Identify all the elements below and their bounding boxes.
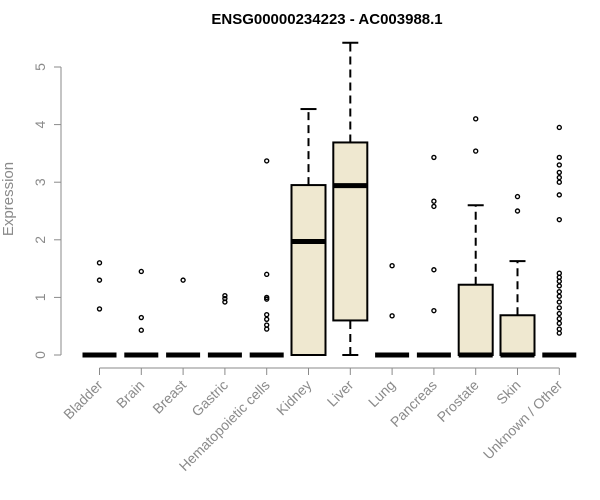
outlier-point <box>556 124 562 131</box>
outlier-point <box>514 208 521 214</box>
box-pancreas <box>416 154 451 358</box>
outlier-point <box>264 311 270 318</box>
box-prostate <box>457 116 494 358</box>
outlier-point <box>556 326 562 332</box>
outlier-point <box>264 294 270 301</box>
x-tick-label: Breast <box>149 377 189 417</box>
outlier-point <box>180 277 186 283</box>
box-breast <box>166 277 201 358</box>
y-tick-label: 4 <box>32 120 48 128</box>
box-skin <box>499 193 536 358</box>
outlier-point <box>556 154 562 161</box>
outlier-point <box>96 260 103 266</box>
box-bladder <box>82 260 117 358</box>
box-liver <box>332 41 369 356</box>
x-tick-label: Skin <box>493 377 524 408</box>
outlier-point <box>556 162 562 168</box>
outlier-point <box>556 305 562 311</box>
x-tick-label: Unknown / Other <box>480 377 566 463</box>
outlier-point <box>556 316 562 322</box>
outlier-point <box>389 313 395 319</box>
y-tick-label: 3 <box>32 178 48 186</box>
outlier-point <box>138 268 145 275</box>
outlier-point <box>556 320 562 327</box>
outlier-point <box>264 158 270 164</box>
y-tick-label: 0 <box>32 351 48 359</box>
box-unknown-other <box>542 124 577 358</box>
outlier-point <box>556 179 562 185</box>
box-lung <box>375 263 410 358</box>
box-series <box>82 41 577 358</box>
outlier-point <box>473 148 479 154</box>
outlier-point <box>556 216 562 223</box>
y-tick-label: 5 <box>32 63 48 71</box>
x-tick-label: Liver <box>324 377 357 410</box>
outlier-point <box>264 271 270 278</box>
box-kidney <box>290 108 327 356</box>
box-body <box>332 141 369 322</box>
outlier-point <box>556 293 562 299</box>
x-tick-label: Kidney <box>273 377 315 419</box>
chart-title: ENSG00000234223 - AC003988.1 <box>211 11 442 28</box>
x-tick-label: Prostate <box>434 377 482 425</box>
outlier-point <box>556 192 562 198</box>
y-axis: 0 1 2 3 4 5 <box>32 63 62 359</box>
box-body <box>290 184 327 356</box>
outlier-point <box>556 288 562 295</box>
outlier-point <box>389 263 395 269</box>
outlier-point <box>556 299 562 305</box>
outlier-point <box>556 174 562 181</box>
outlier-point <box>264 316 270 322</box>
outlier-point <box>431 203 437 210</box>
outlier-point <box>556 169 562 176</box>
outlier-point <box>431 154 437 161</box>
x-tick-label: Brain <box>113 377 147 411</box>
outlier-point <box>138 314 145 321</box>
outlier-point <box>556 310 562 317</box>
y-tick-label: 2 <box>32 236 48 244</box>
outlier-point <box>264 322 270 328</box>
outlier-point <box>431 198 437 204</box>
outlier-point <box>222 295 228 302</box>
box-body <box>457 283 494 356</box>
outlier-point <box>514 193 521 200</box>
x-tick-label: Lung <box>365 377 398 410</box>
outlier-point <box>473 116 479 122</box>
outlier-point <box>138 327 145 333</box>
outlier-point <box>431 267 437 273</box>
outlier-point <box>556 270 562 276</box>
box-body <box>499 314 536 357</box>
outlier-point <box>96 306 103 312</box>
y-tick-label: 1 <box>32 293 48 301</box>
outlier-point <box>222 292 228 299</box>
outlier-point <box>96 277 103 283</box>
outlier-point <box>431 307 437 314</box>
box-hematopoietic-cells <box>249 158 284 358</box>
box-gastric <box>207 292 242 358</box>
y-axis-label: Expression <box>0 162 17 236</box>
x-tick-label: Bladder <box>60 377 106 423</box>
box-brain <box>124 268 159 358</box>
outlier-point <box>556 283 562 289</box>
